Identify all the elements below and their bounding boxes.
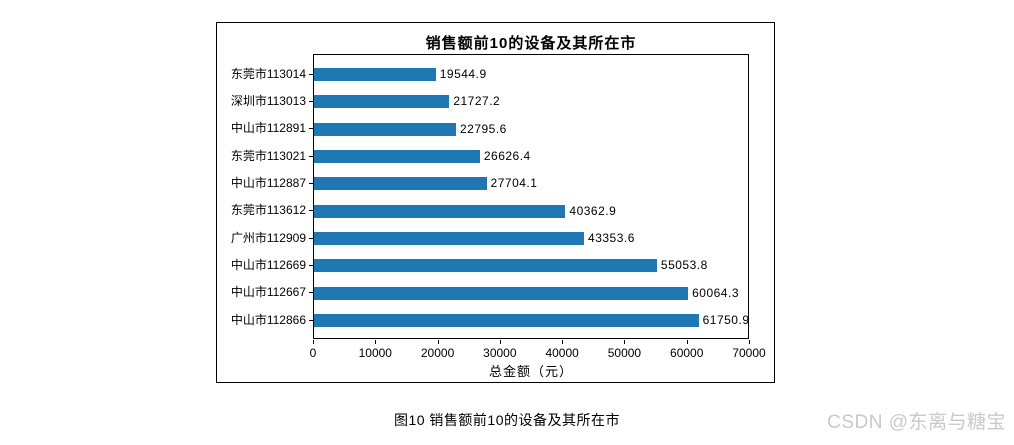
- x-tick-label: 40000: [545, 346, 579, 360]
- bar-value-label: 43353.6: [588, 231, 635, 245]
- y-tick-label: 中山市112887: [230, 175, 306, 190]
- x-tick-mark: [313, 340, 314, 344]
- y-tick-label: 中山市112891: [230, 121, 306, 136]
- bar-value-label: 19544.9: [439, 67, 487, 81]
- x-tick-label: 30000: [483, 346, 517, 360]
- y-tick-label: 广州市112909: [230, 230, 306, 245]
- y-tick-mark: [309, 210, 313, 212]
- bar-value-label: 22795.6: [459, 121, 507, 136]
- bar: [314, 95, 450, 109]
- x-tick-label: 50000: [607, 346, 642, 360]
- x-tick-mark: [686, 340, 688, 344]
- bar: [314, 122, 456, 136]
- bar: [314, 177, 487, 191]
- bar: [314, 259, 657, 273]
- bar: [314, 286, 689, 300]
- bar-value-label: 60064.3: [692, 285, 739, 300]
- y-tick-label: 东莞市113021: [230, 148, 306, 163]
- bar: [314, 314, 699, 327]
- y-tick-label: 东莞市113014: [230, 66, 306, 81]
- x-tick-mark: [624, 340, 626, 344]
- y-tick-label: 中山市112866: [230, 312, 306, 327]
- x-tick-mark: [499, 340, 501, 344]
- x-tick-mark: [375, 340, 377, 344]
- bar: [314, 232, 585, 245]
- y-tick-label: 中山市112667: [230, 285, 306, 300]
- bar-value-label: 21727.2: [453, 94, 501, 109]
- chart-figure: 销售额前10的设备及其所在市 19544.9 21727.2 22795.6 2662…: [216, 22, 775, 383]
- x-tick-label: 0: [309, 346, 317, 360]
- y-tick-label: 深圳市113013: [230, 93, 306, 108]
- watermark: CSDN @东离与糖宝: [827, 412, 1006, 433]
- bar-value-label: 26626.4: [483, 149, 531, 163]
- x-tick-label: 10000: [358, 346, 392, 360]
- bar: [314, 68, 436, 81]
- y-tick-mark: [309, 182, 313, 184]
- y-tick-label: 东莞市113612: [230, 203, 306, 218]
- x-tick-mark: [437, 340, 439, 344]
- y-tick-mark: [309, 128, 313, 130]
- bar-value-label: 61750.9: [702, 313, 750, 327]
- bar-value-label: 55053.8: [660, 258, 708, 273]
- y-tick-mark: [309, 319, 313, 321]
- x-axis-title: 总金额（元）: [488, 364, 573, 379]
- y-tick-mark: [309, 100, 313, 102]
- x-tick-mark: [749, 340, 750, 344]
- chart-title: 销售额前10的设备及其所在市: [425, 35, 637, 52]
- y-tick-mark: [309, 264, 313, 266]
- bar: [314, 150, 480, 163]
- x-tick-label: 70000: [732, 346, 766, 360]
- y-tick-mark: [309, 73, 313, 75]
- x-tick-label: 60000: [670, 346, 704, 360]
- bar: [314, 204, 566, 218]
- figure-caption: 图10 销售额前10的设备及其所在市: [393, 412, 621, 428]
- y-tick-mark: [309, 237, 313, 239]
- y-tick-mark: [309, 292, 313, 294]
- y-tick-mark: [309, 155, 313, 157]
- x-tick-mark: [562, 340, 564, 344]
- plot-area: 19544.9 21727.2 22795.6 26626.4 27704.1 40362…: [313, 54, 749, 339]
- bar-value-label: 27704.1: [490, 176, 538, 191]
- x-tick-label: 20000: [420, 346, 455, 360]
- y-tick-label: 中山市112669: [230, 257, 306, 272]
- bar-value-label: 40362.9: [569, 203, 617, 218]
